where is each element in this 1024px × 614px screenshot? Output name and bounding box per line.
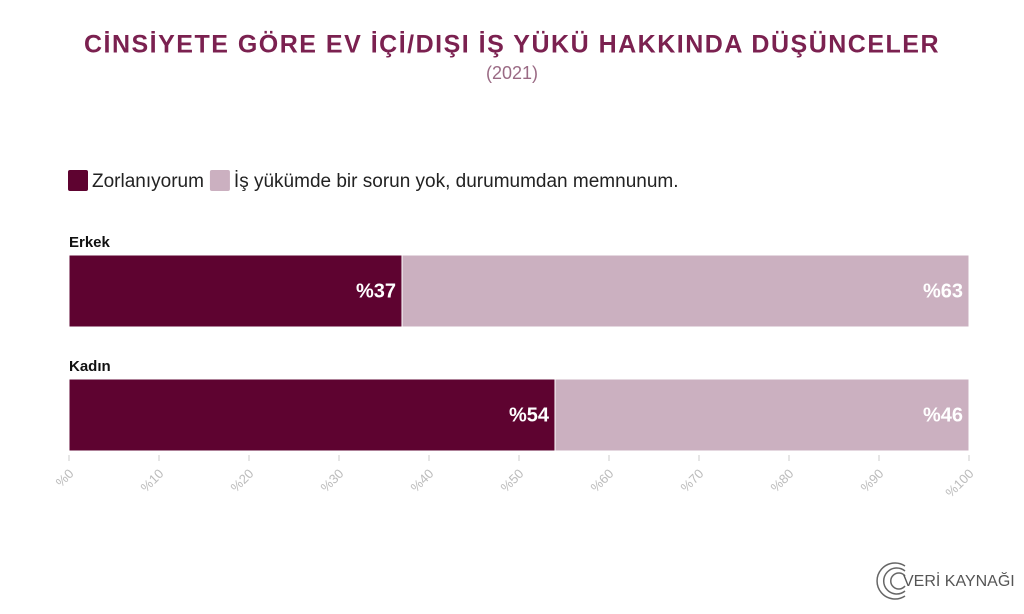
x-tick-label: %0 [53,466,77,490]
x-tick-label: %20 [228,466,257,495]
source-logo: VERİ KAYNAĞI [903,571,1015,590]
x-tick-label: %30 [318,466,347,495]
bar-segment [68,254,403,328]
legend-label: İş yükümde bir sorun yok, durumumdan mem… [234,171,679,192]
x-tick-label: %100 [942,466,976,500]
legend-swatch [209,170,230,191]
logo-arc [882,567,906,595]
x-tick-label: %90 [858,466,887,495]
category-label: Erkek [69,234,111,251]
x-tick-label: %60 [588,466,617,495]
bar-segment [401,254,970,328]
value-label: %37 [356,280,396,302]
chart-subtitle: (2021) [486,63,538,83]
x-tick-label: %70 [678,466,707,495]
legend-swatch [68,170,88,191]
x-tick-label: %80 [768,466,797,495]
logo-arc [876,562,906,600]
chart-title: CİNSİYETE GÖRE EV İÇİ/DIŞI İŞ YÜKÜ HAKKI… [84,30,940,59]
value-label: %63 [923,280,963,302]
bar-segment [554,378,970,452]
x-tick-label: %40 [408,466,437,495]
bar-segment [68,378,556,452]
logo-arc [890,572,906,590]
x-tick-label: %50 [498,466,527,495]
category-label: Kadın [69,358,111,375]
value-label: %46 [923,404,963,426]
logo [876,562,906,600]
legend-label: Zorlanıyorum [92,171,204,192]
value-label: %54 [509,404,550,426]
x-tick-label: %10 [138,466,167,495]
